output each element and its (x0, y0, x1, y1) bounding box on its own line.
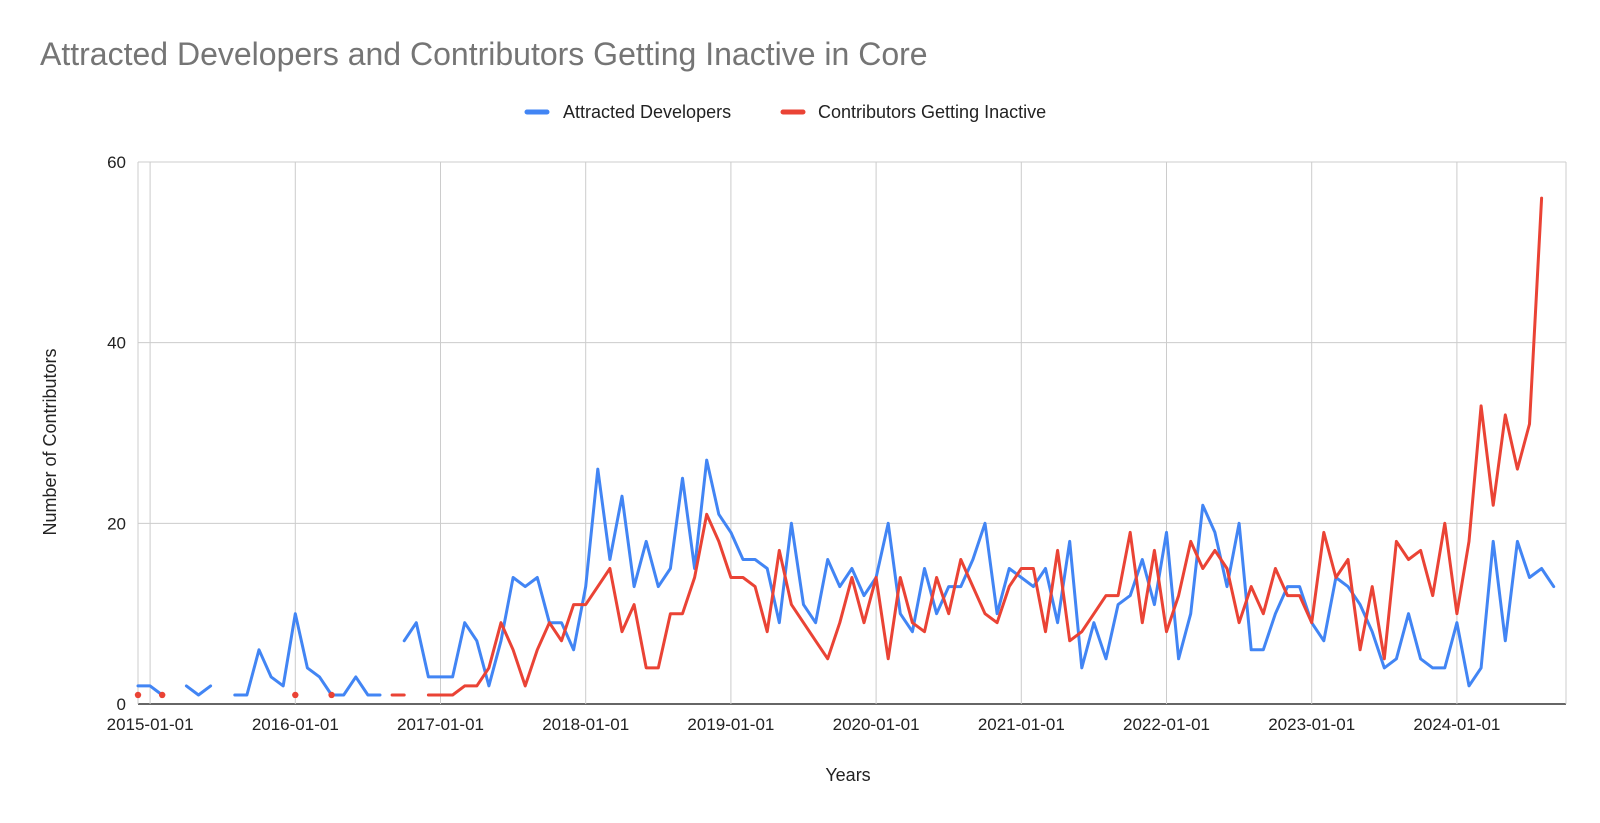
y-axis-title: Number of Contributors (40, 348, 60, 535)
series-line-attracted-developers (402, 458, 1556, 688)
series-line-contributors-getting-inactive (426, 196, 1544, 697)
series-attracted-developers (136, 458, 1556, 697)
chart-title: Attracted Developers and Contributors Ge… (40, 36, 928, 72)
series-line-attracted-developers (184, 684, 213, 697)
legend-label-attracted-developers: Attracted Developers (563, 102, 731, 122)
series-line-attracted-developers (136, 684, 164, 697)
chart-legend: Attracted Developers Contributors Gettin… (524, 102, 1046, 122)
x-tick-label-2021: 2021-01-01 (978, 715, 1065, 734)
y-tick-label-60: 60 (107, 153, 126, 172)
x-tick-label-2022: 2022-01-01 (1123, 715, 1210, 734)
series-contributors-getting-inactive (134, 196, 1544, 699)
data-point-contributors-getting-inactive (292, 691, 299, 699)
x-tick-label-2020: 2020-01-01 (833, 715, 920, 734)
data-point-contributors-getting-inactive (134, 691, 142, 699)
chart-series (134, 196, 1556, 699)
x-tick-label-2024: 2024-01-01 (1413, 715, 1500, 734)
data-point-contributors-getting-inactive (328, 691, 335, 699)
data-point-contributors-getting-inactive (159, 691, 166, 699)
chart-grid (137, 161, 1567, 705)
y-tick-label-0: 0 (117, 695, 126, 714)
y-tick-label-40: 40 (107, 334, 126, 353)
series-line-attracted-developers (233, 612, 382, 697)
x-tick-label-2019: 2019-01-01 (687, 715, 774, 734)
legend-label-contributors-getting-inactive: Contributors Getting Inactive (818, 102, 1046, 122)
x-axis-title: Years (825, 765, 870, 785)
chart-ticks: 0 20 40 60 2015-01-01 2016-01-01 2017-01-01 201… (107, 153, 1501, 734)
y-tick-label-20: 20 (107, 514, 126, 533)
x-tick-label-2017: 2017-01-01 (397, 715, 484, 734)
x-tick-label-2015: 2015-01-01 (107, 715, 194, 734)
x-tick-label-2018: 2018-01-01 (542, 715, 629, 734)
x-tick-label-2016: 2016-01-01 (252, 715, 339, 734)
x-tick-label-2023: 2023-01-01 (1268, 715, 1355, 734)
